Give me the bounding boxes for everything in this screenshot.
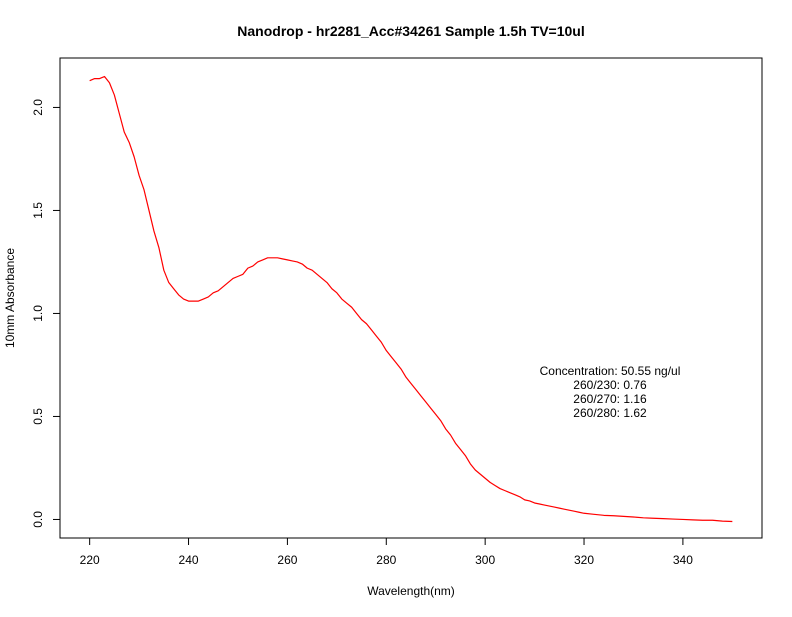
x-tick-label: 300 [475, 553, 495, 567]
y-tick-label: 0.0 [31, 511, 45, 528]
annotation-box: Concentration: 50.55 ng/ul 260/230: 0.76… [540, 364, 681, 420]
y-axis: 0.0 0.5 1.0 1.5 2.0 [31, 99, 61, 528]
x-axis-label: Wavelength(nm) [367, 584, 455, 598]
x-tick-label: 280 [376, 553, 396, 567]
y-tick-label: 1.0 [31, 305, 45, 322]
annotation-ratio-260-270: 260/270: 1.16 [573, 392, 647, 406]
y-tick-label: 0.5 [31, 408, 45, 425]
y-axis-label: 10mm Absorbance [3, 248, 17, 348]
y-tick-label: 2.0 [31, 99, 45, 116]
x-tick-label: 340 [673, 553, 693, 567]
annotation-ratio-260-280: 260/280: 1.62 [573, 406, 647, 420]
absorbance-series-line [89, 75, 733, 523]
x-axis: 220 240 260 280 300 320 340 [80, 537, 693, 567]
x-tick-label: 240 [179, 553, 199, 567]
x-tick-label: 320 [574, 553, 594, 567]
y-tick-label: 1.5 [31, 202, 45, 219]
x-tick-label: 220 [80, 553, 100, 567]
x-tick-label: 260 [277, 553, 297, 567]
chart-title: Nanodrop - hr2281_Acc#34261 Sample 1.5h … [237, 23, 584, 39]
annotation-ratio-260-230: 260/230: 0.76 [573, 378, 647, 392]
annotation-concentration: Concentration: 50.55 ng/ul [540, 364, 681, 378]
series-lines [89, 75, 733, 523]
